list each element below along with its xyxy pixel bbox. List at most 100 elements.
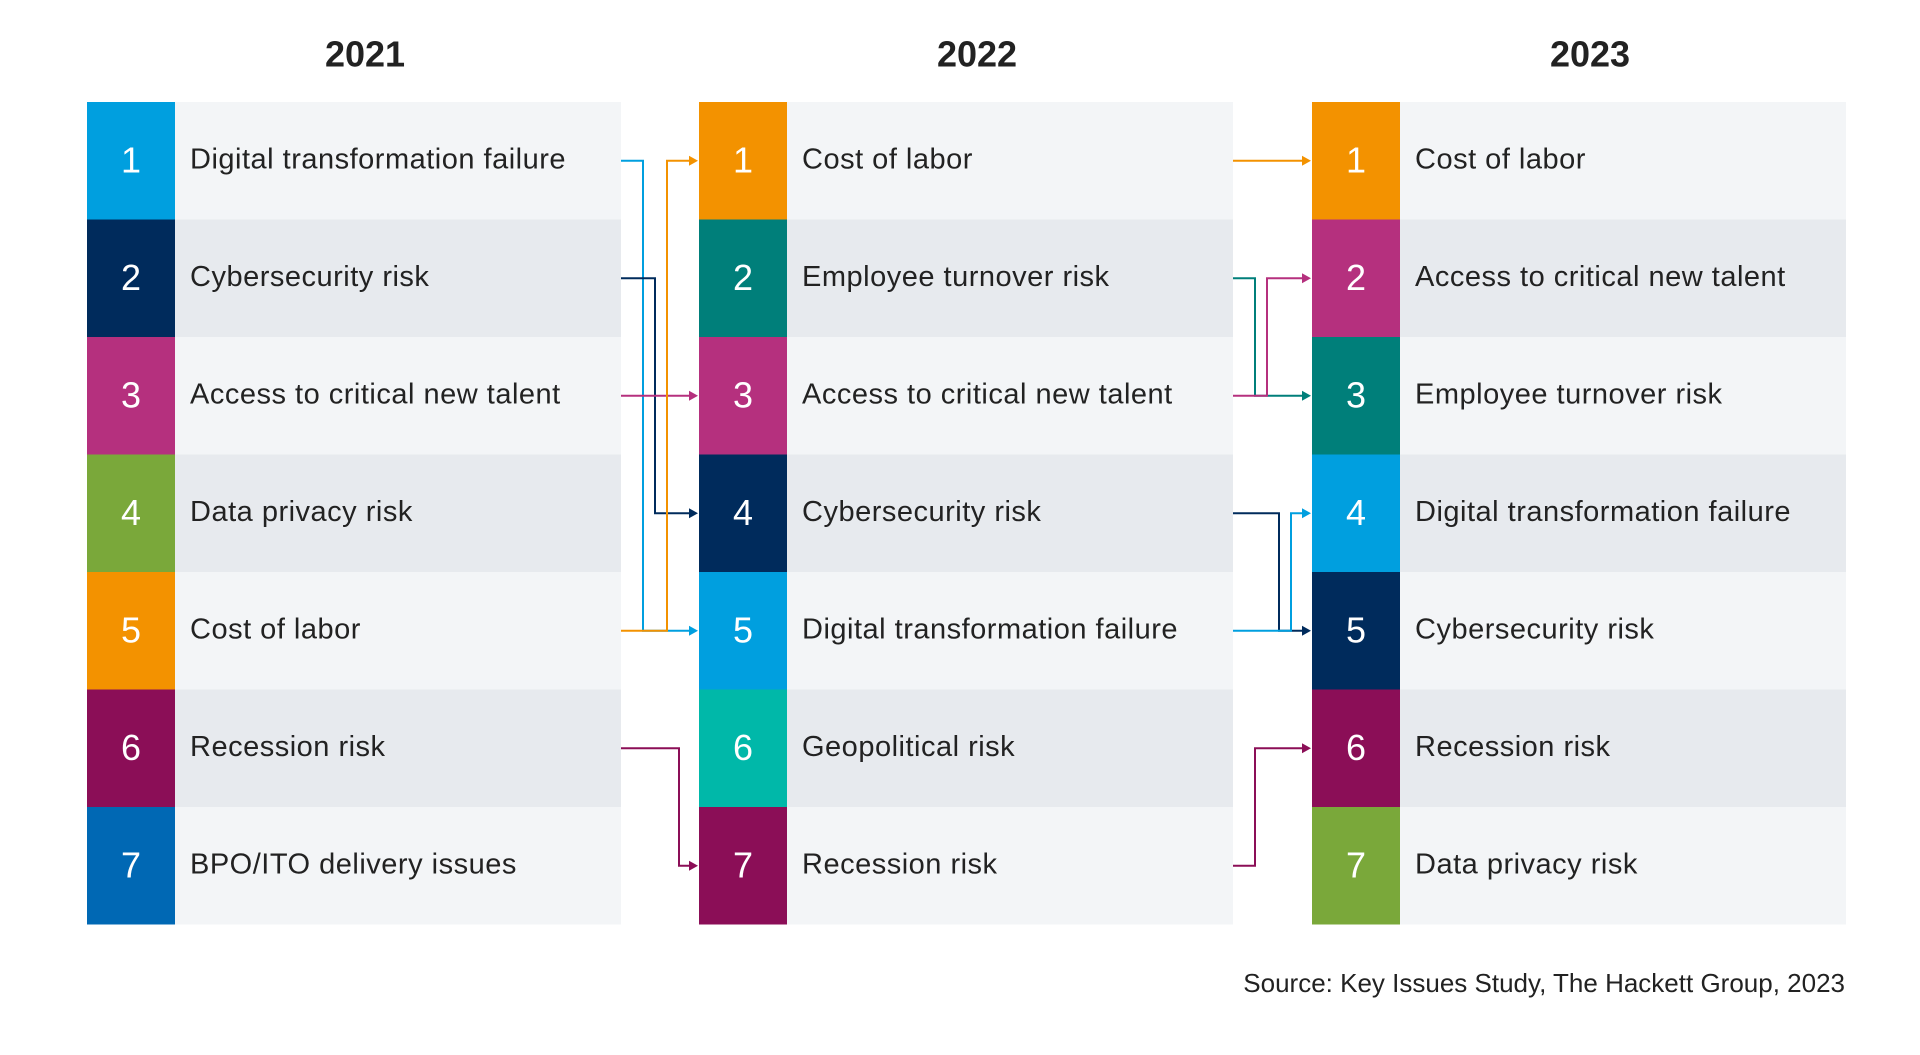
arrow-head [689, 625, 698, 636]
item-label: Cybersecurity risk [1415, 613, 1654, 645]
row-background [175, 337, 621, 455]
rank-box [87, 454, 175, 572]
rank-box [1312, 572, 1400, 690]
item-label: BPO/ITO delivery issues [190, 848, 517, 880]
rank-box [87, 689, 175, 807]
row-background [175, 102, 621, 220]
rank-number: 2 [733, 257, 753, 298]
rank-number: 7 [733, 844, 753, 885]
rank-number: 6 [1346, 727, 1366, 768]
row-background [175, 454, 621, 572]
rank-box [1312, 337, 1400, 455]
row-background [787, 219, 1233, 337]
item-label: Cybersecurity risk [802, 496, 1041, 528]
rank-number: 7 [1346, 844, 1366, 885]
column-year: 2021 [325, 34, 405, 75]
arrow-head [689, 390, 698, 401]
item-label: Data privacy risk [1415, 848, 1638, 880]
row-background [1400, 454, 1846, 572]
rank-box [1312, 807, 1400, 925]
row-background [787, 572, 1233, 690]
rank-number: 3 [1346, 374, 1366, 415]
rank-number: 1 [121, 139, 141, 180]
row-background [175, 807, 621, 925]
row-background [1400, 219, 1846, 337]
arrow-head [689, 508, 698, 519]
rank-number: 5 [121, 609, 141, 650]
rank-box [699, 807, 787, 925]
row-background [175, 572, 621, 690]
item-label: Access to critical new talent [802, 378, 1173, 410]
row-background [787, 807, 1233, 925]
row-background [787, 454, 1233, 572]
arrow-head [1302, 743, 1311, 754]
rank-box [1312, 102, 1400, 220]
arrow-head [1302, 625, 1311, 636]
column-year: 2023 [1550, 34, 1630, 75]
rank-number: 1 [733, 139, 753, 180]
item-label: Recession risk [802, 848, 998, 880]
item-label: Employee turnover risk [802, 261, 1110, 293]
item-label: Geopolitical risk [802, 731, 1015, 763]
row-background [1400, 102, 1846, 220]
item-label: Access to critical new talent [190, 378, 561, 410]
item-label: Recession risk [1415, 731, 1611, 763]
rank-number: 2 [121, 257, 141, 298]
source-note: Source: Key Issues Study, The Hackett Gr… [1243, 968, 1845, 998]
item-label: Data privacy risk [190, 496, 413, 528]
row-background [787, 102, 1233, 220]
rank-number: 6 [121, 727, 141, 768]
item-label: Recession risk [190, 731, 386, 763]
item-label: Employee turnover risk [1415, 378, 1723, 410]
arrow-head [1302, 155, 1311, 166]
arrow-head [1302, 390, 1311, 401]
item-label: Cybersecurity risk [190, 261, 429, 293]
connector [1233, 512, 1302, 632]
rank-number: 3 [733, 374, 753, 415]
item-label: Cost of labor [802, 143, 973, 175]
arrow-head [689, 860, 698, 871]
rank-number: 1 [1346, 139, 1366, 180]
rank-box [699, 219, 787, 337]
rank-box [87, 219, 175, 337]
connector [1233, 747, 1302, 867]
rank-number: 7 [121, 844, 141, 885]
rank-number: 6 [733, 727, 753, 768]
rank-box [87, 572, 175, 690]
rank-box [87, 102, 175, 220]
rank-box [699, 572, 787, 690]
arrow-head [1302, 508, 1311, 519]
rank-box [87, 807, 175, 925]
arrow-head [1302, 273, 1311, 284]
rank-number: 4 [733, 492, 753, 533]
row-background [1400, 807, 1846, 925]
arrow-head [689, 155, 698, 166]
row-background [1400, 572, 1846, 690]
item-label: Digital transformation failure [1415, 496, 1791, 528]
rank-number: 5 [733, 609, 753, 650]
rank-box [1312, 689, 1400, 807]
column-year: 2022 [937, 34, 1017, 75]
row-background [787, 337, 1233, 455]
row-background [787, 689, 1233, 807]
connector [1233, 277, 1302, 397]
item-label: Digital transformation failure [190, 143, 566, 175]
rank-number: 4 [1346, 492, 1366, 533]
rank-box [87, 337, 175, 455]
item-label: Access to critical new talent [1415, 261, 1786, 293]
row-background [175, 689, 621, 807]
rank-box [699, 337, 787, 455]
rank-number: 4 [121, 492, 141, 533]
connector [1233, 277, 1302, 397]
rank-box [699, 689, 787, 807]
row-background [1400, 337, 1846, 455]
row-background [1400, 689, 1846, 807]
item-label: Cost of labor [190, 613, 361, 645]
rank-number: 3 [121, 374, 141, 415]
item-label: Cost of labor [1415, 143, 1586, 175]
connector [621, 159, 689, 632]
rank-box [699, 102, 787, 220]
rank-box [1312, 454, 1400, 572]
rank-number: 2 [1346, 257, 1366, 298]
